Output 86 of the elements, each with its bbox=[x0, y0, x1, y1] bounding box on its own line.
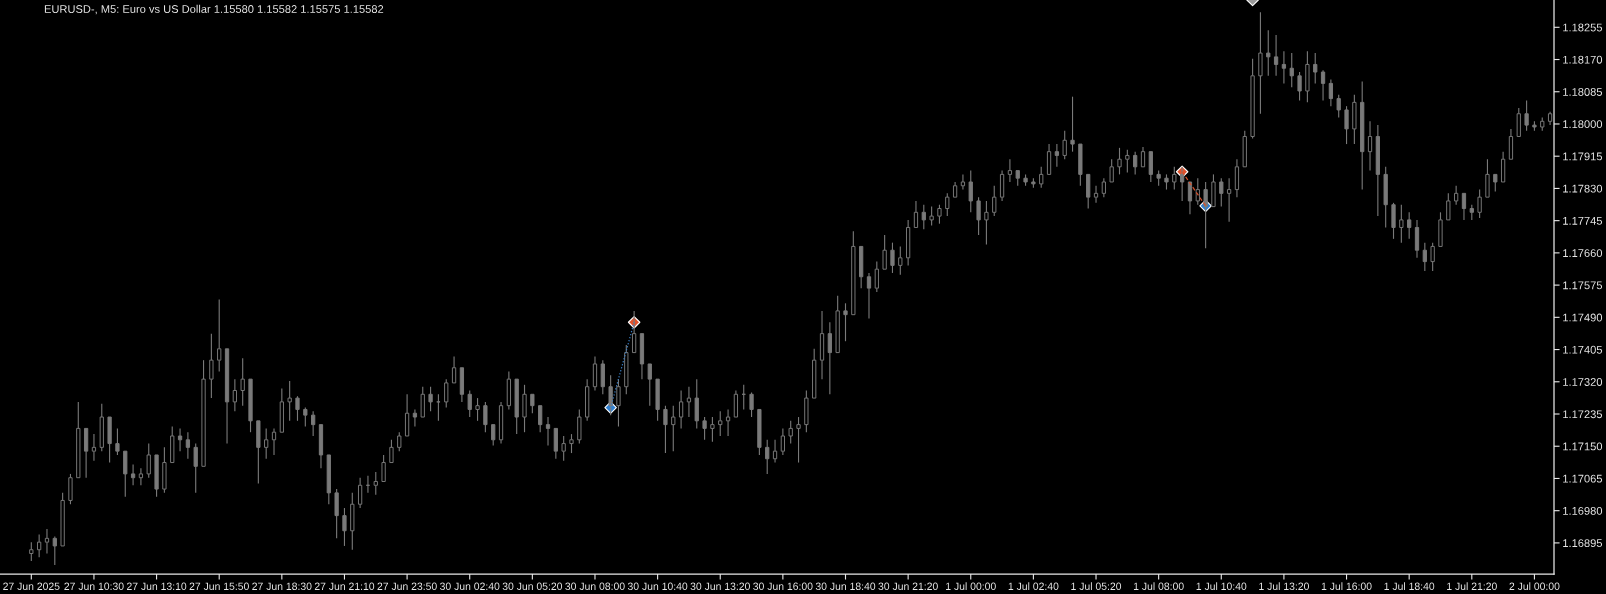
x-tick-label: 27 Jun 13:10 bbox=[126, 582, 187, 590]
y-tick-label: 1.17150 bbox=[1563, 442, 1603, 451]
candlestick bbox=[91, 433, 97, 462]
candlestick bbox=[1281, 50, 1287, 84]
candlestick bbox=[506, 370, 511, 411]
candlestick bbox=[412, 408, 418, 428]
x-tick-label: 2 Jul 00:00 bbox=[1509, 582, 1560, 590]
x-tick-label: 27 Jun 23:50 bbox=[377, 582, 437, 590]
candlestick bbox=[1258, 11, 1263, 115]
x-tick-label: 30 Jun 13:20 bbox=[690, 582, 750, 590]
y-tick-label: 1.17490 bbox=[1563, 313, 1603, 322]
candlestick bbox=[545, 416, 551, 447]
x-tick-label: 1 Jul 10:40 bbox=[1196, 582, 1247, 590]
candlestick bbox=[866, 272, 872, 320]
x-tick-label: 1 Jul 21:20 bbox=[1447, 582, 1497, 590]
candlestick bbox=[592, 355, 598, 392]
candlestick bbox=[177, 427, 183, 452]
y-tick-label: 1.17830 bbox=[1563, 184, 1603, 193]
y-tick-label: 1.18255 bbox=[1563, 23, 1603, 32]
y-tick-label: 1.17235 bbox=[1563, 410, 1603, 419]
x-tick-label: 27 Jun 21:10 bbox=[314, 582, 375, 590]
candlestick bbox=[725, 408, 731, 437]
x-tick-label: 27 Jun 18:30 bbox=[252, 582, 312, 590]
y-tick-label: 1.18000 bbox=[1563, 120, 1603, 129]
x-tick-label: 27 Jun 10:30 bbox=[64, 582, 124, 590]
candlestick bbox=[1007, 158, 1013, 183]
x-tick-label: 1 Jul 05:20 bbox=[1071, 582, 1122, 590]
candlestick bbox=[999, 170, 1005, 202]
x-tick-label: 1 Jul 00:00 bbox=[946, 582, 996, 590]
candlestick bbox=[130, 463, 136, 486]
y-tick-label: 1.17575 bbox=[1563, 281, 1603, 290]
candlestick bbox=[1360, 80, 1365, 191]
y-tick-label: 1.16895 bbox=[1563, 539, 1603, 548]
candlestick bbox=[686, 386, 692, 418]
candlestick bbox=[819, 310, 825, 380]
candlestick bbox=[209, 333, 214, 399]
candlestick bbox=[1093, 185, 1099, 204]
candlestick bbox=[1320, 69, 1326, 102]
candlestick bbox=[1054, 143, 1060, 168]
candlestick bbox=[1234, 158, 1240, 198]
candlestick bbox=[1273, 34, 1279, 77]
x-tick-label: 1 Jul 18:40 bbox=[1384, 582, 1435, 590]
candlestick bbox=[1454, 185, 1459, 206]
y-tick-label: 1.17065 bbox=[1563, 474, 1603, 483]
x-tick-label: 1 Jul 08:00 bbox=[1133, 582, 1184, 590]
y-tick-label: 1.17915 bbox=[1563, 152, 1603, 161]
candlestick bbox=[1226, 177, 1232, 223]
x-tick-label: 30 Jun 02:40 bbox=[440, 582, 500, 590]
candlestick bbox=[311, 410, 316, 437]
chart-title: EURUSD-, M5: Euro vs US Dollar 1.15580 1.15582 1.15575 1.15582 bbox=[44, 4, 384, 15]
candlestick bbox=[1180, 166, 1185, 202]
y-tick-label: 1.16980 bbox=[1563, 506, 1603, 515]
candlestick bbox=[185, 431, 191, 460]
candlestick bbox=[232, 378, 237, 412]
y-tick-label: 1.17745 bbox=[1563, 217, 1603, 225]
candlestick bbox=[52, 535, 57, 566]
candlestick bbox=[1375, 124, 1380, 217]
candlestick bbox=[1367, 120, 1373, 172]
candlestick bbox=[1328, 79, 1334, 107]
y-tick-label: 1.18085 bbox=[1563, 88, 1603, 96]
x-tick-label: 30 Jun 08:00 bbox=[565, 582, 625, 590]
y-tick-label: 1.17660 bbox=[1563, 249, 1603, 258]
x-tick-label: 30 Jun 05:20 bbox=[502, 582, 563, 590]
candlestick bbox=[357, 477, 363, 509]
x-tick-label: 30 Jun 16:00 bbox=[753, 582, 813, 590]
x-tick-label: 27 Jun 2025 bbox=[3, 582, 60, 590]
candlestick bbox=[498, 401, 504, 445]
x-tick-label: 1 Jul 02:40 bbox=[1008, 582, 1059, 590]
y-tick-label: 1.18170 bbox=[1563, 55, 1603, 64]
x-tick-label: 30 Jun 10:40 bbox=[627, 582, 688, 590]
candlestick bbox=[138, 467, 144, 486]
candlestick bbox=[678, 389, 684, 429]
x-tick-label: 30 Jun 18:40 bbox=[815, 582, 876, 590]
y-tick-label: 1.17405 bbox=[1563, 345, 1603, 354]
candlestick bbox=[44, 528, 50, 555]
x-tick-label: 1 Jul 16:00 bbox=[1321, 582, 1372, 590]
x-tick-label: 30 Jun 21:20 bbox=[878, 582, 938, 590]
x-tick-label: 27 Jun 15:50 bbox=[189, 582, 249, 590]
candlestick bbox=[1414, 219, 1420, 259]
candlestick bbox=[960, 173, 966, 191]
candlestick bbox=[1266, 29, 1271, 77]
y-tick-label: 1.17320 bbox=[1563, 378, 1603, 386]
x-tick-label: 1 Jul 13:20 bbox=[1259, 582, 1309, 590]
candlestick bbox=[1547, 111, 1553, 126]
candlestick bbox=[780, 427, 786, 456]
candlestick bbox=[906, 219, 911, 266]
